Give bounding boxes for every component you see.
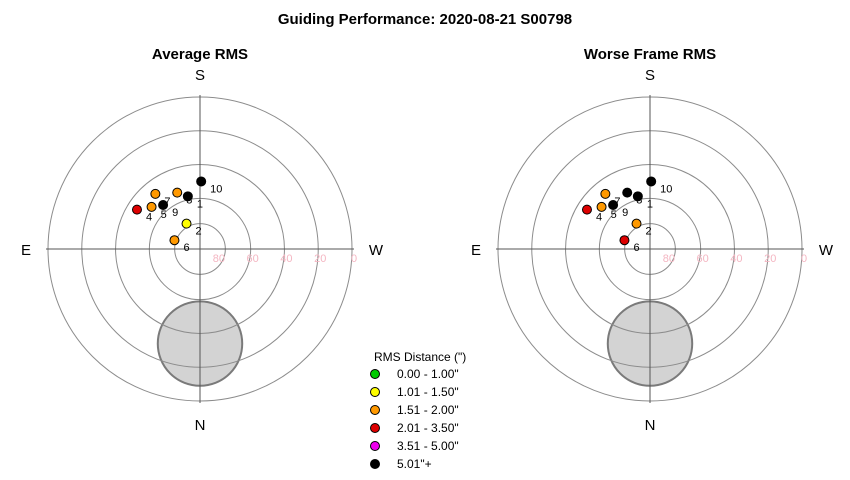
pointing-label: 9	[622, 207, 628, 219]
direction-label-right: W	[369, 242, 384, 259]
rms-distance-legend: RMS Distance (") 0.00 - 1.00" 1.01 - 1.50…	[370, 350, 466, 471]
pointing-label: 7	[614, 196, 620, 208]
pointing-label: 8	[186, 195, 192, 207]
legend-label: 3.51 - 5.00"	[397, 439, 459, 453]
direction-label-bottom: N	[195, 417, 206, 434]
polar-plot-worse-frame-rms: 80 60 40 20 0 Worse Frame RMS S N E W 1 2 4 5 6 7…	[471, 46, 834, 434]
pointing-label: 8	[636, 195, 642, 207]
direction-label-right: W	[819, 242, 834, 259]
radial-tick-label: 60	[247, 253, 259, 265]
radial-tick-label: 80	[663, 253, 675, 265]
pointing-label: 4	[596, 212, 602, 224]
direction-label-left: E	[21, 242, 31, 259]
legend-swatch	[370, 369, 380, 379]
pointing-marker	[646, 176, 657, 187]
pointing-label: 6	[633, 242, 639, 254]
radial-tick-label: 40	[280, 253, 292, 265]
pointing-label: 5	[161, 209, 167, 221]
pointing-marker	[619, 235, 630, 246]
pointing-label: 4	[146, 212, 152, 224]
pointing-marker	[608, 200, 619, 211]
pointing-marker	[600, 188, 611, 199]
figure-title: Guiding Performance: 2020-08-21 S00798	[278, 11, 572, 28]
pointing-marker	[131, 204, 142, 215]
legend-swatch	[370, 387, 380, 397]
legend-swatch	[370, 423, 380, 433]
legend-label: 1.01 - 1.50"	[397, 385, 459, 399]
pointing-marker	[631, 218, 642, 229]
legend-label: 5.01"+	[397, 457, 432, 471]
pointing-label: 10	[210, 183, 222, 195]
radial-tick-label: 40	[730, 253, 742, 265]
radial-tick-label: 80	[213, 253, 225, 265]
radial-tick-label: 20	[764, 253, 776, 265]
pointing-marker	[581, 204, 592, 215]
pointing-label: 9	[172, 207, 178, 219]
pointing-marker	[158, 200, 169, 211]
pointing-label: 2	[196, 226, 202, 238]
direction-label-left: E	[471, 242, 481, 259]
direction-label-top: S	[645, 67, 655, 84]
pointing-marker	[181, 218, 192, 229]
legend-title: RMS Distance (")	[374, 350, 466, 364]
plot-title-average-rms: Average RMS	[152, 46, 248, 63]
legend-label: 2.01 - 3.50"	[397, 421, 459, 435]
pointing-marker	[146, 201, 157, 212]
direction-label-bottom: N	[645, 417, 656, 434]
radial-tick-label: 0	[801, 253, 807, 265]
legend-label: 0.00 - 1.00"	[397, 367, 459, 381]
pointing-marker	[632, 191, 643, 202]
pointing-label: 7	[164, 196, 170, 208]
legend-swatch	[370, 441, 380, 451]
legend-swatch	[370, 459, 380, 469]
direction-label-top: S	[195, 67, 205, 84]
pointing-marker	[596, 201, 607, 212]
legend-swatch	[370, 405, 380, 415]
pointing-marker	[196, 176, 207, 187]
radial-tick-label: 0	[351, 253, 357, 265]
pointing-marker	[169, 235, 180, 246]
pointing-label: 5	[611, 209, 617, 221]
radial-tick-label: 60	[697, 253, 709, 265]
radial-tick-label: 20	[314, 253, 326, 265]
pointing-marker	[172, 187, 183, 198]
plot-title-worse-frame-rms: Worse Frame RMS	[584, 46, 716, 63]
pointing-marker	[182, 191, 193, 202]
pointing-marker	[622, 187, 633, 198]
pointing-label: 1	[647, 198, 653, 210]
pointing-label: 2	[646, 226, 652, 238]
pointing-label: 10	[660, 183, 672, 195]
pointing-label: 1	[197, 198, 203, 210]
pointing-marker	[150, 188, 161, 199]
pointing-label: 6	[183, 242, 189, 254]
legend-label: 1.51 - 2.00"	[397, 403, 459, 417]
